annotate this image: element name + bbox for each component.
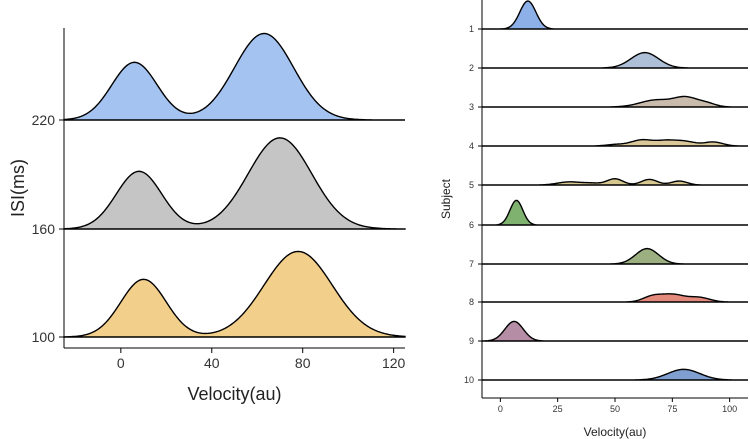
- y-tick-label-4: 4: [469, 141, 474, 151]
- y-tick-label-6: 6: [469, 220, 474, 230]
- ridge-subject-6: [482, 199, 748, 226]
- x-tick-label-80: 80: [295, 355, 311, 371]
- x-tick-label-0: 0: [117, 355, 125, 371]
- y-tick-label-2: 2: [469, 63, 474, 73]
- ridge-subject-7: [482, 247, 748, 265]
- isi-ridgeline-panel: 220 160 100 0 40 80 120 Velocity(au) ISI(ms): [8, 28, 406, 404]
- ridge-subject-2: [482, 51, 748, 69]
- ridge-subject-9: [481, 320, 748, 342]
- y-tick-label-160: 160: [32, 221, 56, 237]
- y-tick-label-7: 7: [469, 259, 474, 269]
- y-axis-title: Subject: [439, 178, 453, 219]
- y-axis-title: ISI(ms): [8, 159, 28, 217]
- ridge-subject-10: [482, 368, 748, 381]
- x-axis-title: Velocity(au): [187, 384, 281, 404]
- ridge-isi-220: [63, 32, 405, 121]
- y-tick-label-3: 3: [469, 102, 474, 112]
- y-tick-label-5: 5: [469, 180, 474, 190]
- x-tick-label-50: 50: [610, 404, 620, 414]
- y-tick-label-8: 8: [469, 297, 474, 307]
- y-tick-label-10: 10: [464, 375, 474, 385]
- y-tick-label-100: 100: [32, 329, 56, 345]
- y-tick-label-220: 220: [32, 112, 56, 128]
- ridge-subject-3: [482, 95, 748, 108]
- x-axis-title: Velocity(au): [584, 425, 647, 439]
- x-tick-label-120: 120: [382, 355, 406, 371]
- ridge-subject-1: [482, 0, 748, 30]
- ridge-subject-8: [482, 293, 748, 303]
- x-tick-label-40: 40: [204, 355, 220, 371]
- x-tick-label-0: 0: [498, 404, 503, 414]
- y-tick-label-9: 9: [469, 336, 474, 346]
- ridge-isi-160: [63, 137, 406, 230]
- y-tick-label-1: 1: [469, 24, 474, 34]
- x-tick-label-25: 25: [553, 404, 563, 414]
- x-tick-label-100: 100: [722, 404, 737, 414]
- ridge-subject-5: [482, 178, 748, 186]
- ridge-subject-4: [482, 138, 749, 147]
- ridge-isi-100: [63, 250, 406, 338]
- x-tick-label-75: 75: [667, 404, 677, 414]
